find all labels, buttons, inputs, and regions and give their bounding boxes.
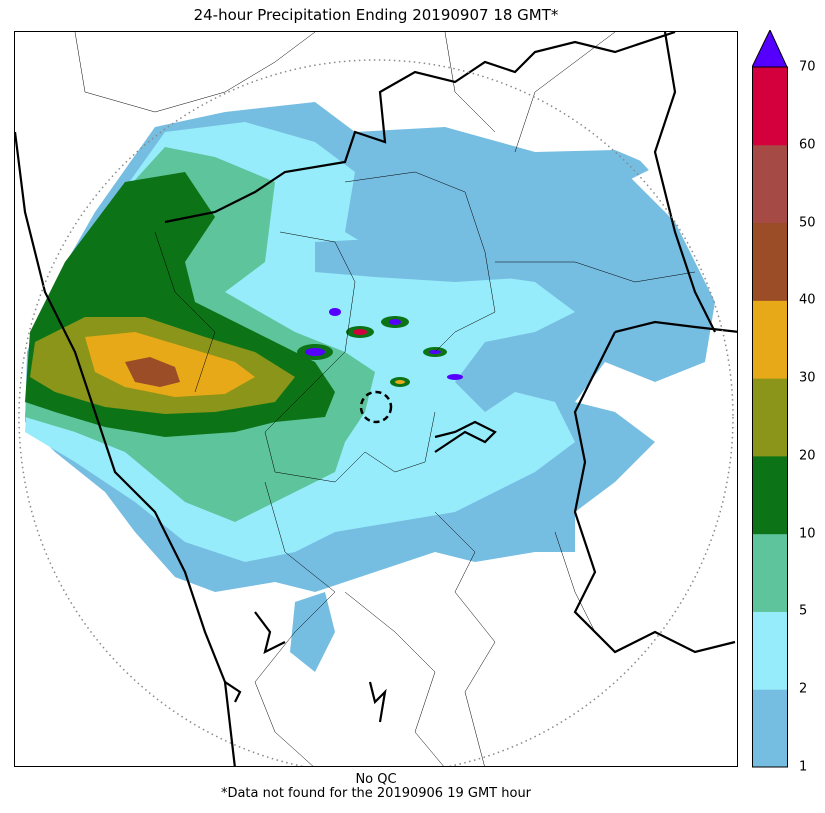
colorbar-segment — [752, 611, 788, 690]
colorbar-segment — [752, 533, 788, 612]
colorbar-segment — [752, 300, 788, 379]
qc-note: No QC — [355, 772, 397, 787]
missing-data-note: *Data not found for the 20190906 19 GMT … — [220, 786, 532, 801]
colorbar-segments — [752, 67, 788, 768]
precip-band-30-40 — [85, 332, 255, 397]
colorbar-segment — [752, 222, 788, 301]
precip-streak-2 — [535, 150, 655, 182]
colorbar-tick-label: 10 — [799, 526, 816, 542]
colorbar — [752, 30, 788, 768]
colorbar-tick-label: 40 — [799, 292, 816, 308]
colorbar-tick-label: 30 — [799, 370, 816, 386]
colorbar-tick-label: 60 — [799, 137, 816, 153]
colorbar-segment — [752, 144, 788, 224]
colorbar-tick-label: 20 — [799, 448, 816, 464]
precip-field — [25, 102, 715, 672]
radar-site-marker — [359, 390, 393, 424]
radar-map-svg — [15, 32, 737, 766]
precip-patch-south — [290, 592, 335, 672]
colorbar-segment — [752, 455, 788, 535]
precip-band-40-50 — [125, 357, 180, 387]
radar-map — [14, 31, 738, 767]
colorbar-segment — [752, 689, 788, 768]
chart-title: 24-hour Precipitation Ending 20190907 18… — [193, 6, 559, 24]
district-boundaries — [74, 32, 696, 766]
colorbar-segment — [752, 67, 788, 146]
convective-cells — [297, 308, 463, 387]
colorbar-tick-label: 1 — [799, 759, 808, 775]
colorbar-segment — [752, 378, 788, 457]
colorbar-tick-label: 5 — [799, 603, 808, 619]
state-boundaries — [15, 32, 737, 766]
colorbar-outline — [752, 66, 788, 768]
colorbar-extend-arrow — [752, 30, 788, 68]
colorbar-tick-label: 2 — [799, 681, 808, 697]
colorbar-tick-label: 50 — [799, 215, 816, 231]
colorbar-tick-label: 70 — [799, 59, 816, 75]
radar-range-ring — [18, 59, 734, 766]
